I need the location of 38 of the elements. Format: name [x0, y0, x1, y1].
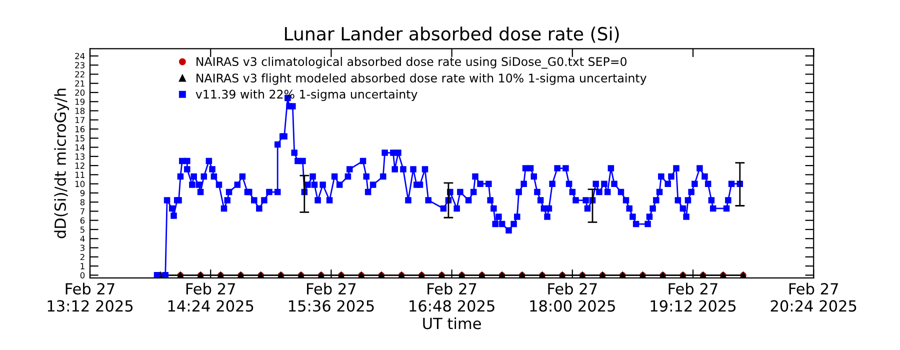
- x-tick-label: Feb 27 14:24 2025: [168, 282, 254, 312]
- y-tick-label: 11: [75, 172, 84, 178]
- y-tick-label: 20: [75, 89, 85, 96]
- y-tick-label: 19: [75, 98, 85, 105]
- x-axis-title: UT time: [423, 317, 481, 330]
- legend-label: NAIRAS v3 climatological absorbed dose rate using SiDose_G0.txt SEP=0: [196, 56, 626, 69]
- y-tick-label: 3: [80, 244, 84, 252]
- y-tick-label: 7: [80, 208, 84, 214]
- x-tick-label: Feb 27 18:00 2025: [530, 282, 615, 312]
- y-tick-label: 15: [75, 135, 84, 142]
- y-tick-label: 22: [75, 71, 84, 78]
- y-tick-label: 12: [75, 162, 84, 169]
- x-tick-label: Feb 27 20:24 2025: [770, 282, 856, 312]
- x-tick-label: Feb 27 16:48 2025: [410, 282, 494, 312]
- y-tick-label: 5: [80, 226, 84, 233]
- legend-label: NAIRAS v3 flight modeled absorbed dose rate with 10% 1-sigma uncertainty: [196, 73, 646, 85]
- y-tick-label: 24: [75, 52, 85, 60]
- y-tick-label: 6: [80, 217, 85, 224]
- x-tick-label: Feb 27 19:12 2025: [650, 282, 736, 312]
- y-tick-label: 18: [75, 108, 85, 114]
- y-tick-label: 9: [80, 190, 85, 196]
- y-tick-label: 1: [80, 263, 84, 270]
- y-tick-label: 13: [75, 153, 84, 160]
- y-tick-label: 8: [80, 199, 85, 206]
- legend-label: v11.39 with 22% 1-sigma uncertainty: [196, 90, 418, 101]
- y-tick-label: 23: [75, 62, 84, 68]
- y-axis-title: dD(Si)/dt microGy/h: [54, 88, 69, 238]
- x-tick-label: Feb 27 15:36 2025: [288, 282, 374, 312]
- y-tick-label: 10: [75, 180, 85, 188]
- x-tick-label: Feb 27 13:12 2025: [48, 282, 133, 312]
- y-tick-label: 2: [80, 254, 84, 260]
- y-tick-label: 14: [75, 144, 85, 150]
- y-tick-label: 0: [80, 272, 85, 278]
- y-tick-label: 21: [75, 80, 84, 87]
- y-tick-label: 17: [75, 116, 84, 124]
- y-tick-label: 16: [75, 126, 85, 132]
- chart-title: Lunar Lander absorbed dose rate (Si): [285, 26, 619, 43]
- y-tick-label: 4: [80, 236, 85, 242]
